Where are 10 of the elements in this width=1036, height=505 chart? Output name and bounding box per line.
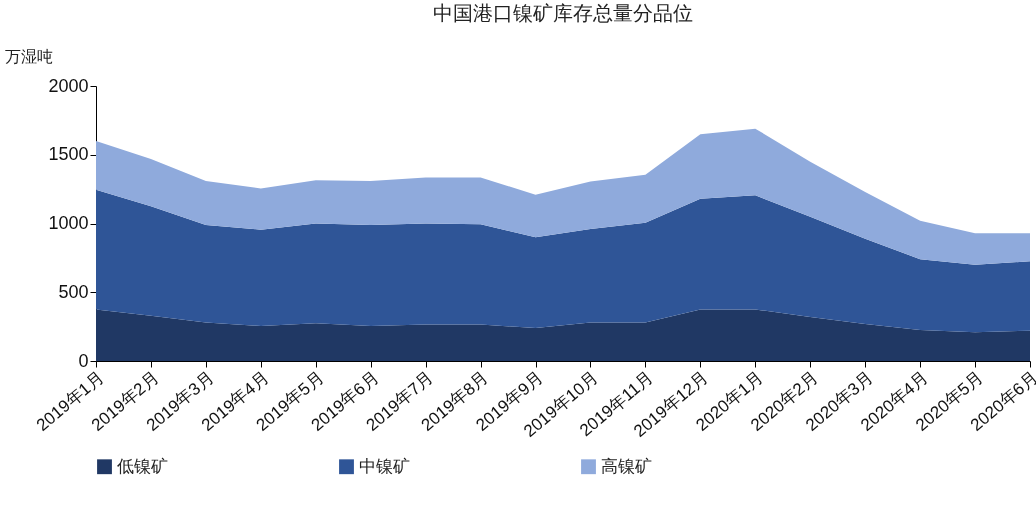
chart-title: 中国港口镍矿库存总量分品位 bbox=[433, 2, 693, 24]
legend-label: 中镍矿 bbox=[359, 456, 410, 476]
legend-label: 高镍矿 bbox=[601, 456, 652, 476]
legend-label: 低镍矿 bbox=[117, 456, 168, 476]
y-tick-label: 1000 bbox=[48, 213, 89, 233]
y-tick-label: 1500 bbox=[48, 144, 89, 165]
y-tick-label: 2000 bbox=[48, 75, 89, 96]
y-axis-title: 万湿吨 bbox=[4, 47, 53, 65]
y-tick-label: 500 bbox=[58, 281, 89, 302]
y-tick-label: 0 bbox=[78, 350, 89, 371]
